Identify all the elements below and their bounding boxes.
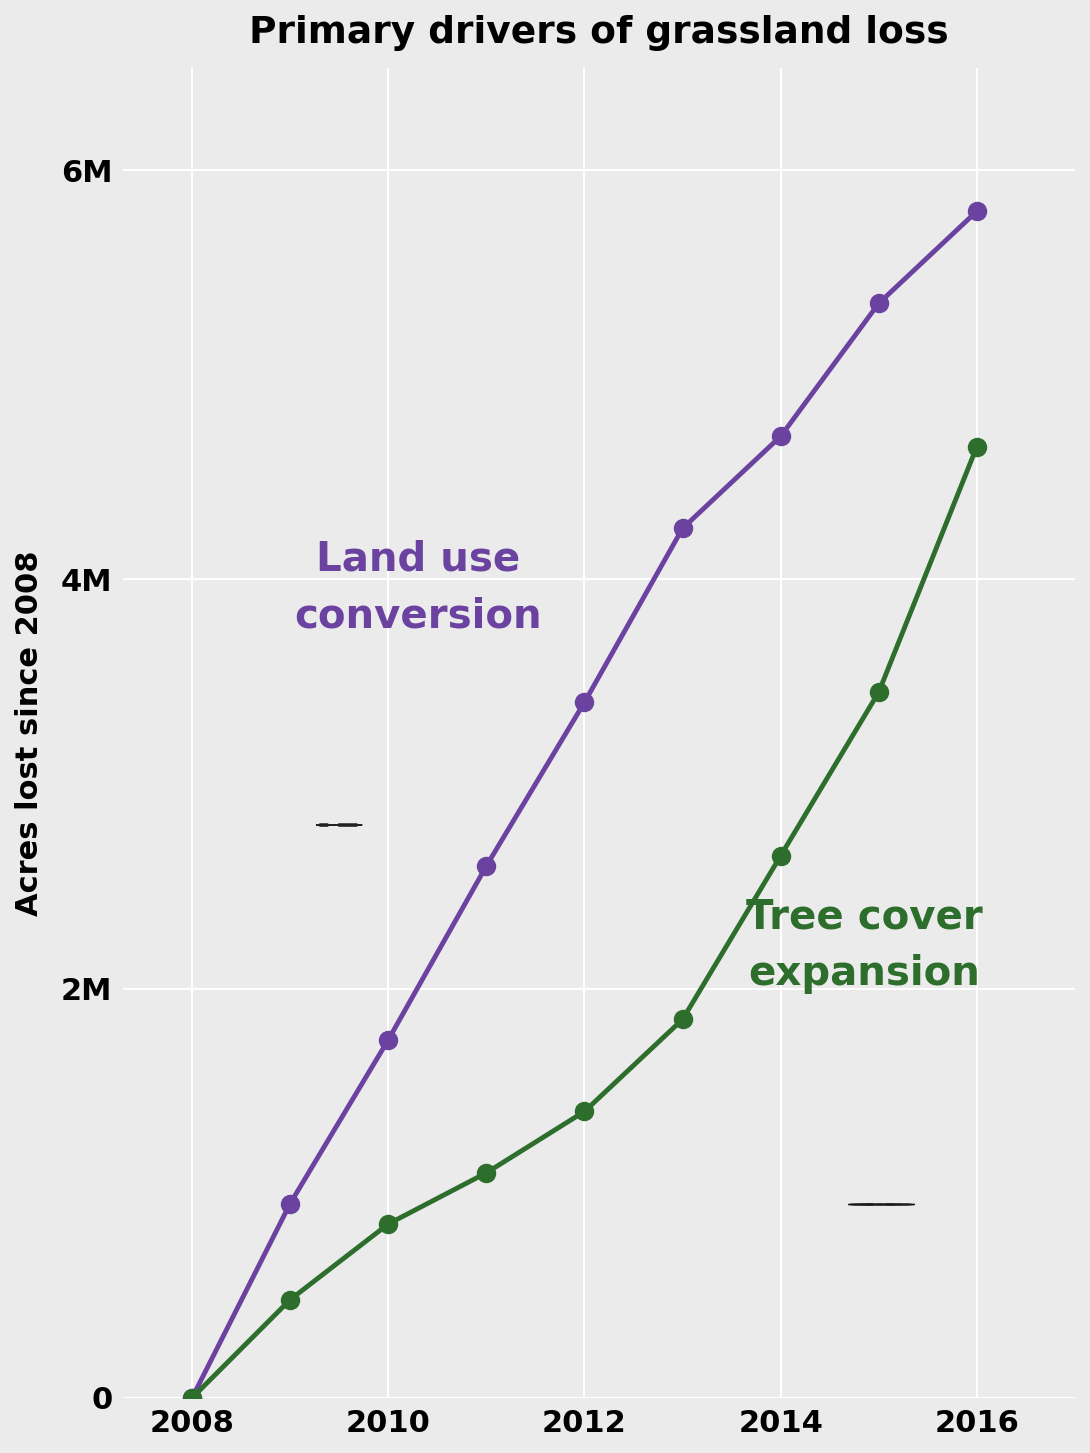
Y-axis label: Acres lost since 2008: Acres lost since 2008	[15, 551, 44, 915]
Text: Tree cover: Tree cover	[746, 897, 982, 937]
Text: Land use: Land use	[316, 539, 520, 580]
Text: conversion: conversion	[294, 596, 542, 636]
Title: Primary drivers of grassland loss: Primary drivers of grassland loss	[250, 15, 949, 51]
Text: expansion: expansion	[748, 955, 980, 994]
